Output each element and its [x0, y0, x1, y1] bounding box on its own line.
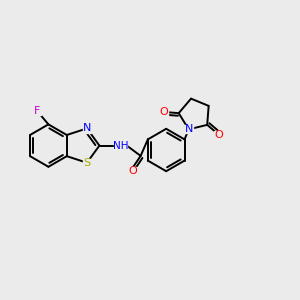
Text: O: O: [159, 107, 168, 117]
Bar: [82, 159, 91, 167]
Bar: [82, 124, 91, 133]
Text: F: F: [34, 106, 40, 116]
Text: S: S: [83, 158, 91, 168]
Bar: [214, 131, 223, 139]
Bar: [128, 167, 137, 175]
Text: NH: NH: [113, 141, 128, 151]
Text: N: N: [184, 124, 193, 134]
Text: O: O: [214, 130, 223, 140]
Text: N: N: [83, 123, 91, 134]
Bar: [114, 142, 127, 150]
Bar: [184, 125, 193, 134]
Bar: [159, 108, 168, 116]
Bar: [33, 107, 41, 115]
Text: O: O: [128, 166, 137, 176]
